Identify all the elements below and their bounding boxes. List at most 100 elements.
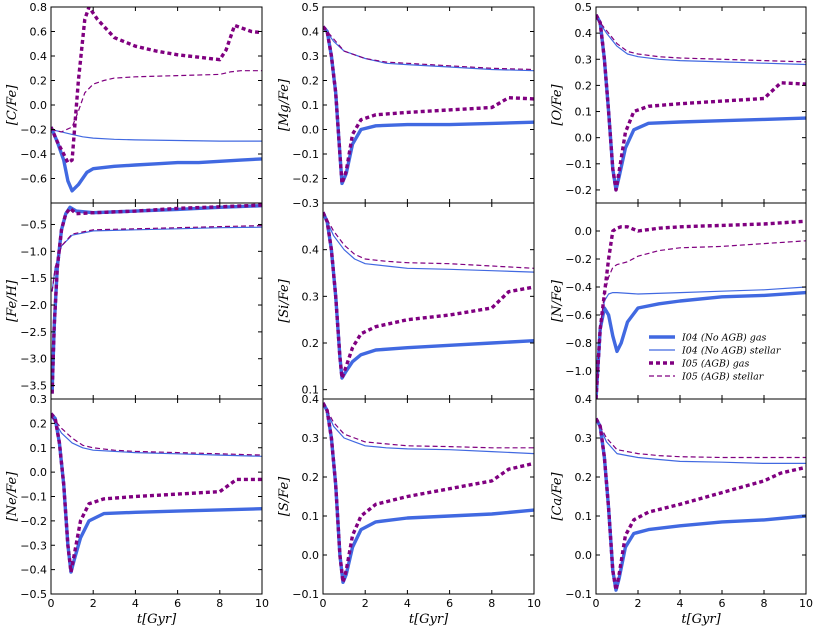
panel-7-ytick-label-0.3: 0.3	[30, 393, 48, 406]
panel-4-series-i04-no-agb-stellar	[51, 226, 262, 292]
panel-1-ytick-label-neg0.2: −0.2	[20, 124, 47, 137]
legend: I04 (No AGB) gas I04 (No AGB) stellar I05 …	[649, 333, 782, 383]
legend-label-i05-agb-gas: I05 (AGB) gas	[681, 359, 749, 370]
panel-7-ytick-label-0.1: 0.1	[30, 442, 48, 455]
panel-2-ytick-label-0.4: 0.4	[302, 26, 320, 39]
panel-1-ytick-label-0.6: 0.6	[30, 26, 48, 39]
panel-6-n-fe: −1.0 −0.8 −0.6 −0.4 −0.2 0.0 [N/Fe] I04 (No AGB…	[550, 202, 807, 400]
panel-3-ytick-label-neg0.1: −0.1	[565, 158, 592, 171]
panel-7-ytick-label-neg0.1: −0.1	[20, 491, 47, 504]
panel-7-ytick-label-neg0.2: −0.2	[20, 515, 47, 528]
panel-3-o-fe: −0.2 −0.1 0.0 0.1 0.2 0.3 0.4 0.5 [O/Fe]	[550, 1, 807, 204]
panel-3-ytick-label-0.4: 0.4	[575, 27, 593, 40]
panel-6-ylabel: [N/Fe]	[550, 279, 565, 322]
panel-6-series-i05-agb-stellar	[596, 240, 806, 399]
panel-2-ytick-label-neg0.1: −0.1	[292, 148, 319, 161]
panel-8-ytick-label-0.2: 0.2	[302, 471, 320, 484]
panel-4-ytick-label-neg1.5: −1.5	[20, 272, 47, 285]
panel-5-ytick-label-0.1: 0.1	[302, 384, 320, 397]
panel-4-series-i05-agb-gas	[51, 203, 262, 394]
panel-8-series-i05-agb-gas	[323, 402, 534, 584]
panel-2-series-group	[323, 25, 534, 186]
panel-2-series-i05-agb-gas	[323, 25, 534, 186]
panel-3-ytick-label-neg0.2: −0.2	[565, 184, 592, 197]
panel-1-series-group	[51, 7, 262, 193]
panel-8-xtick-label-10: 10	[527, 597, 541, 610]
panel-8-ytick-label-0.4: 0.4	[302, 393, 320, 406]
panel-2-series-i05-agb-stellar	[323, 26, 534, 71]
panel-1-series-i04-no-agb-stellar	[51, 128, 262, 142]
panel-6-ytick-label-0: 0.0	[575, 225, 593, 238]
panel-8-s-fe: −0.1 0.0 0.1 0.2 0.3 0.4 0 2 4 6 8 10 [S/Fe] t[Gyr]	[277, 393, 541, 627]
panel-8-frame	[322, 398, 535, 595]
panel-5-series-i04-no-agb-stellar	[323, 212, 534, 273]
panel-6-ytick-label-neg1: −1.0	[565, 365, 592, 378]
panel-2-ytick-label-0.3: 0.3	[302, 50, 320, 63]
panel-7-xtick-label-0: 0	[48, 597, 55, 610]
panel-3-ylabel: [O/Fe]	[550, 83, 565, 125]
panel-6-ytick-label-neg0.6: −0.6	[565, 309, 592, 322]
panel-2-mg-fe: −0.3 −0.2 −0.1 0.0 0.1 0.2 0.3 0.4 0.5 [Mg/Fe]	[277, 1, 535, 210]
panel-1-ytick-label-0: 0.0	[30, 99, 48, 112]
panel-9-ylabel: [Ca/Fe]	[550, 471, 565, 520]
panel-1-series-i05-agb-stellar	[51, 70, 262, 133]
panel-8-series-group	[323, 402, 534, 584]
panel-7-series-group	[51, 412, 262, 574]
panel-6-series-i05-agb-gas	[596, 219, 806, 399]
panel-3-series-group	[596, 14, 806, 192]
panel-9-xtick-label-0: 0	[593, 597, 600, 610]
panel-4-ytick-label-neg0.5: −0.5	[20, 218, 47, 231]
panel-6-ytick-label-neg0.2: −0.2	[565, 253, 592, 266]
panel-7-frame	[50, 398, 263, 595]
panel-4-ylabel: [Fe/H]	[5, 279, 20, 322]
panel-9-ytick-label-0.4: 0.4	[575, 393, 593, 406]
panel-8-series-i05-agb-stellar	[323, 402, 534, 449]
panel-8-series-i04-no-agb-stellar	[323, 402, 534, 455]
panel-9-series-i05-agb-gas	[596, 417, 806, 592]
panel-3-series-i05-agb-gas	[596, 14, 806, 192]
panel-9-xtick-label-10: 10	[799, 597, 813, 610]
panel-1-ylabel: [C/Fe]	[5, 84, 20, 125]
panel-3-ytick-label-0.2: 0.2	[575, 79, 593, 92]
panel-9-series-i05-agb-stellar	[596, 418, 806, 459]
panel-2-series-i04-no-agb-stellar	[323, 26, 534, 72]
panel-7-xtick-label-10: 10	[255, 597, 269, 610]
panel-5-series-group	[323, 211, 534, 380]
panel-8-ytick-label-0.1: 0.1	[302, 510, 320, 523]
panel-7-series-i04-no-agb-gas	[51, 412, 262, 574]
panel-8-ytick-label-0: 0.0	[302, 549, 320, 562]
panel-7-ytick-label-neg0.3: −0.3	[20, 539, 47, 552]
panel-1-ytick-label-neg0.6: −0.6	[20, 173, 47, 186]
panel-3-series-i04-no-agb-stellar	[596, 17, 806, 66]
panel-1-c-fe: −0.6 −0.4 −0.2 0.0 0.2 0.4 0.6 0.8 [C/Fe]	[5, 1, 263, 204]
panel-4-ytick-label-neg2: −2.0	[20, 299, 47, 312]
panel-3-ytick-label-0: 0.0	[575, 132, 593, 145]
panel-7-ytick-label-neg0.5: −0.5	[20, 588, 47, 601]
panel-4-ytick-label-neg1: −1.0	[20, 245, 47, 258]
panel-4-series-group	[51, 203, 262, 394]
panel-6-ytick-label-neg0.4: −0.4	[565, 281, 592, 294]
panel-8-ytick-label-0.3: 0.3	[302, 432, 320, 445]
panel-2-ytick-label-neg0.2: −0.2	[292, 173, 319, 186]
panel-5-series-i05-agb-stellar	[323, 212, 534, 269]
panel-9-xtick-label-8: 8	[761, 597, 768, 610]
panel-6-ytick-label-neg0.8: −0.8	[565, 337, 592, 350]
panel-5-frame	[322, 202, 535, 400]
panel-7-ytick-label-0: 0.0	[30, 466, 48, 479]
panel-7-ne-fe: −0.5 −0.4 −0.3 −0.2 −0.1 0.0 0.1 0.2 0.3 0 2 4 6 8 10 […	[5, 393, 269, 627]
panel-7-xtick-label-4: 4	[132, 597, 139, 610]
panel-9-xtick-label-2: 2	[635, 597, 642, 610]
panel-2-series-i04-no-agb-gas	[323, 25, 534, 186]
panel-7-series-i05-agb-gas	[51, 412, 262, 574]
panel-7-xtick-label-6: 6	[174, 597, 181, 610]
panel-6-series-group	[596, 219, 806, 399]
panel-4-ytick-label-neg3: −3.0	[20, 353, 47, 366]
panel-9-ytick-label-neg0.1: −0.1	[565, 588, 592, 601]
panel-4-fe-h: −3.5 −3.0 −2.5 −2.0 −1.5 −1.0 −0.5 [Fe/H]	[5, 202, 263, 400]
panel-1-ytick-label-neg0.4: −0.4	[20, 148, 47, 161]
panel-2-ytick-label-0.2: 0.2	[302, 75, 320, 88]
panel-2-ytick-label-0.5: 0.5	[302, 1, 320, 14]
panel-4-ytick-label-neg3.5: −3.5	[20, 380, 47, 393]
panel-1-ytick-label-0.4: 0.4	[30, 50, 48, 63]
